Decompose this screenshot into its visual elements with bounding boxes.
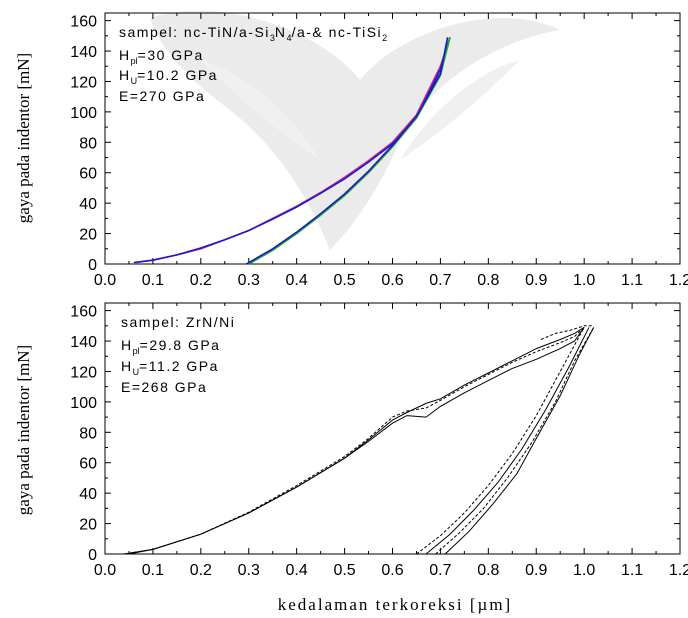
x-tick-label: 0.2 [190,272,212,289]
series-line-bottom-3 [416,327,585,555]
x-tick-label: 0.0 [94,272,116,289]
y-tick-label: 60 [79,166,97,183]
y-tick-label: 20 [79,227,97,244]
x-tick-label: 0.4 [286,562,308,579]
x-tick-label: 0.9 [525,562,547,579]
x-tick-label: 0.0 [94,562,116,579]
y-tick-label: 100 [70,395,97,412]
x-tick-label: 0.7 [429,562,451,579]
y-tick-label: 80 [79,425,97,442]
x-tick-label: 0.8 [477,562,499,579]
series-group-top [133,37,451,265]
svg-text:HU=11.2 GPa: HU=11.2 GPa [121,358,219,377]
y-tick-label: 40 [79,486,97,503]
watermark-logo [150,10,560,251]
x-tick-label: 0.2 [190,562,212,579]
y-tick-label: 80 [79,135,97,152]
chart-top: 0 20 40 60 80 100 120 140 160 0.0 0.1 0.2 0.3 0.4 0.5… [14,10,688,289]
y-tick-label: 140 [70,334,97,351]
y-tick-label: 120 [70,364,97,381]
svg-text:sampel: nc-TiN/a-Si3N4/a-& nc-: sampel: nc-TiN/a-Si3N4/a-& nc-TiSi2 [119,24,387,43]
y-axis-label-top: gaya pada indentor [mN] [14,53,33,223]
series-line-bottom-1 [124,326,585,555]
y-tick-label: 160 [70,14,97,31]
x-axis-bottom: 0.0 0.1 0.2 0.3 0.4 0.5 0.6 0.7 0.8 0.9 1.0 1.1 1.2 [94,303,688,579]
y-tick-label: 0 [88,547,97,564]
x-tick-label: 0.5 [333,272,355,289]
x-axis-label: kedalaman terkoreksi [µm] [278,595,512,614]
series-line-bottom-5 [435,327,595,555]
x-tick-label: 0.3 [238,272,260,289]
annotation-top: sampel: nc-TiN/a-Si3N4/a-& nc-TiSi2 Hpl=… [119,24,387,104]
x-tick-label: 1.1 [621,272,643,289]
series-line-top-3 [245,37,449,265]
y-tick-label: 100 [70,105,97,122]
x-tick-label: 0.6 [381,272,403,289]
svg-text:Hpl=30 GPa: Hpl=30 GPa [119,47,204,66]
x-tick-label: 0.9 [525,272,547,289]
y-tick-label: 60 [79,456,97,473]
x-tick-label: 0.6 [381,562,403,579]
chart-bottom: 0 20 40 60 80 100 120 140 160 0.0 0.1 0.2 0.3 0.4 0.5… [14,302,688,614]
series-line-bottom-6 [444,327,595,555]
svg-text:Hpl=29.8 GPa: Hpl=29.8 GPa [121,337,220,356]
x-tick-label: 1.2 [669,562,688,579]
x-tick-label: 0.1 [142,272,164,289]
y-tick-label: 140 [70,44,97,61]
y-axis-top: 0 20 40 60 80 100 120 140 160 [70,14,680,274]
y-tick-label: 40 [79,196,97,213]
svg-text:sampel: ZrN/Ni: sampel: ZrN/Ni [121,314,235,330]
x-tick-label: 1.0 [573,272,595,289]
x-tick-label: 1.2 [669,272,688,289]
x-tick-label: 0.4 [286,272,308,289]
x-tick-label: 0.3 [238,562,260,579]
x-tick-label: 1.0 [573,562,595,579]
x-tick-label: 1.1 [621,562,643,579]
y-tick-label: 0 [88,257,97,274]
y-axis-label-bottom: gaya pada indentor [mN] [14,345,33,515]
y-tick-label: 160 [70,304,97,321]
series-line-bottom-7 [540,325,594,340]
annotation-bottom: sampel: ZrN/Ni Hpl=29.8 GPa HU=11.2 GPa … [121,314,235,395]
svg-text:HU=10.2 GPa: HU=10.2 GPa [119,67,218,86]
x-tick-label: 0.5 [333,562,355,579]
y-tick-label: 20 [79,517,97,534]
series-line-bottom-4 [425,327,590,555]
y-axis-bottom: 0 20 40 60 80 100 120 140 160 [70,304,680,564]
y-tick-label: 120 [70,74,97,91]
x-axis-top: 0.0 0.1 0.2 0.3 0.4 0.5 0.6 0.7 0.8 0.9 1.0 1.1 1.2 [94,13,688,289]
x-tick-label: 0.1 [142,562,164,579]
x-tick-label: 0.8 [477,272,499,289]
svg-text:E=270 GPa: E=270 GPa [119,88,205,104]
series-line-bottom-2 [128,326,585,555]
svg-text:E=268 GPa: E=268 GPa [121,379,207,395]
series-group-bottom [124,325,595,555]
x-tick-label: 0.7 [429,272,451,289]
